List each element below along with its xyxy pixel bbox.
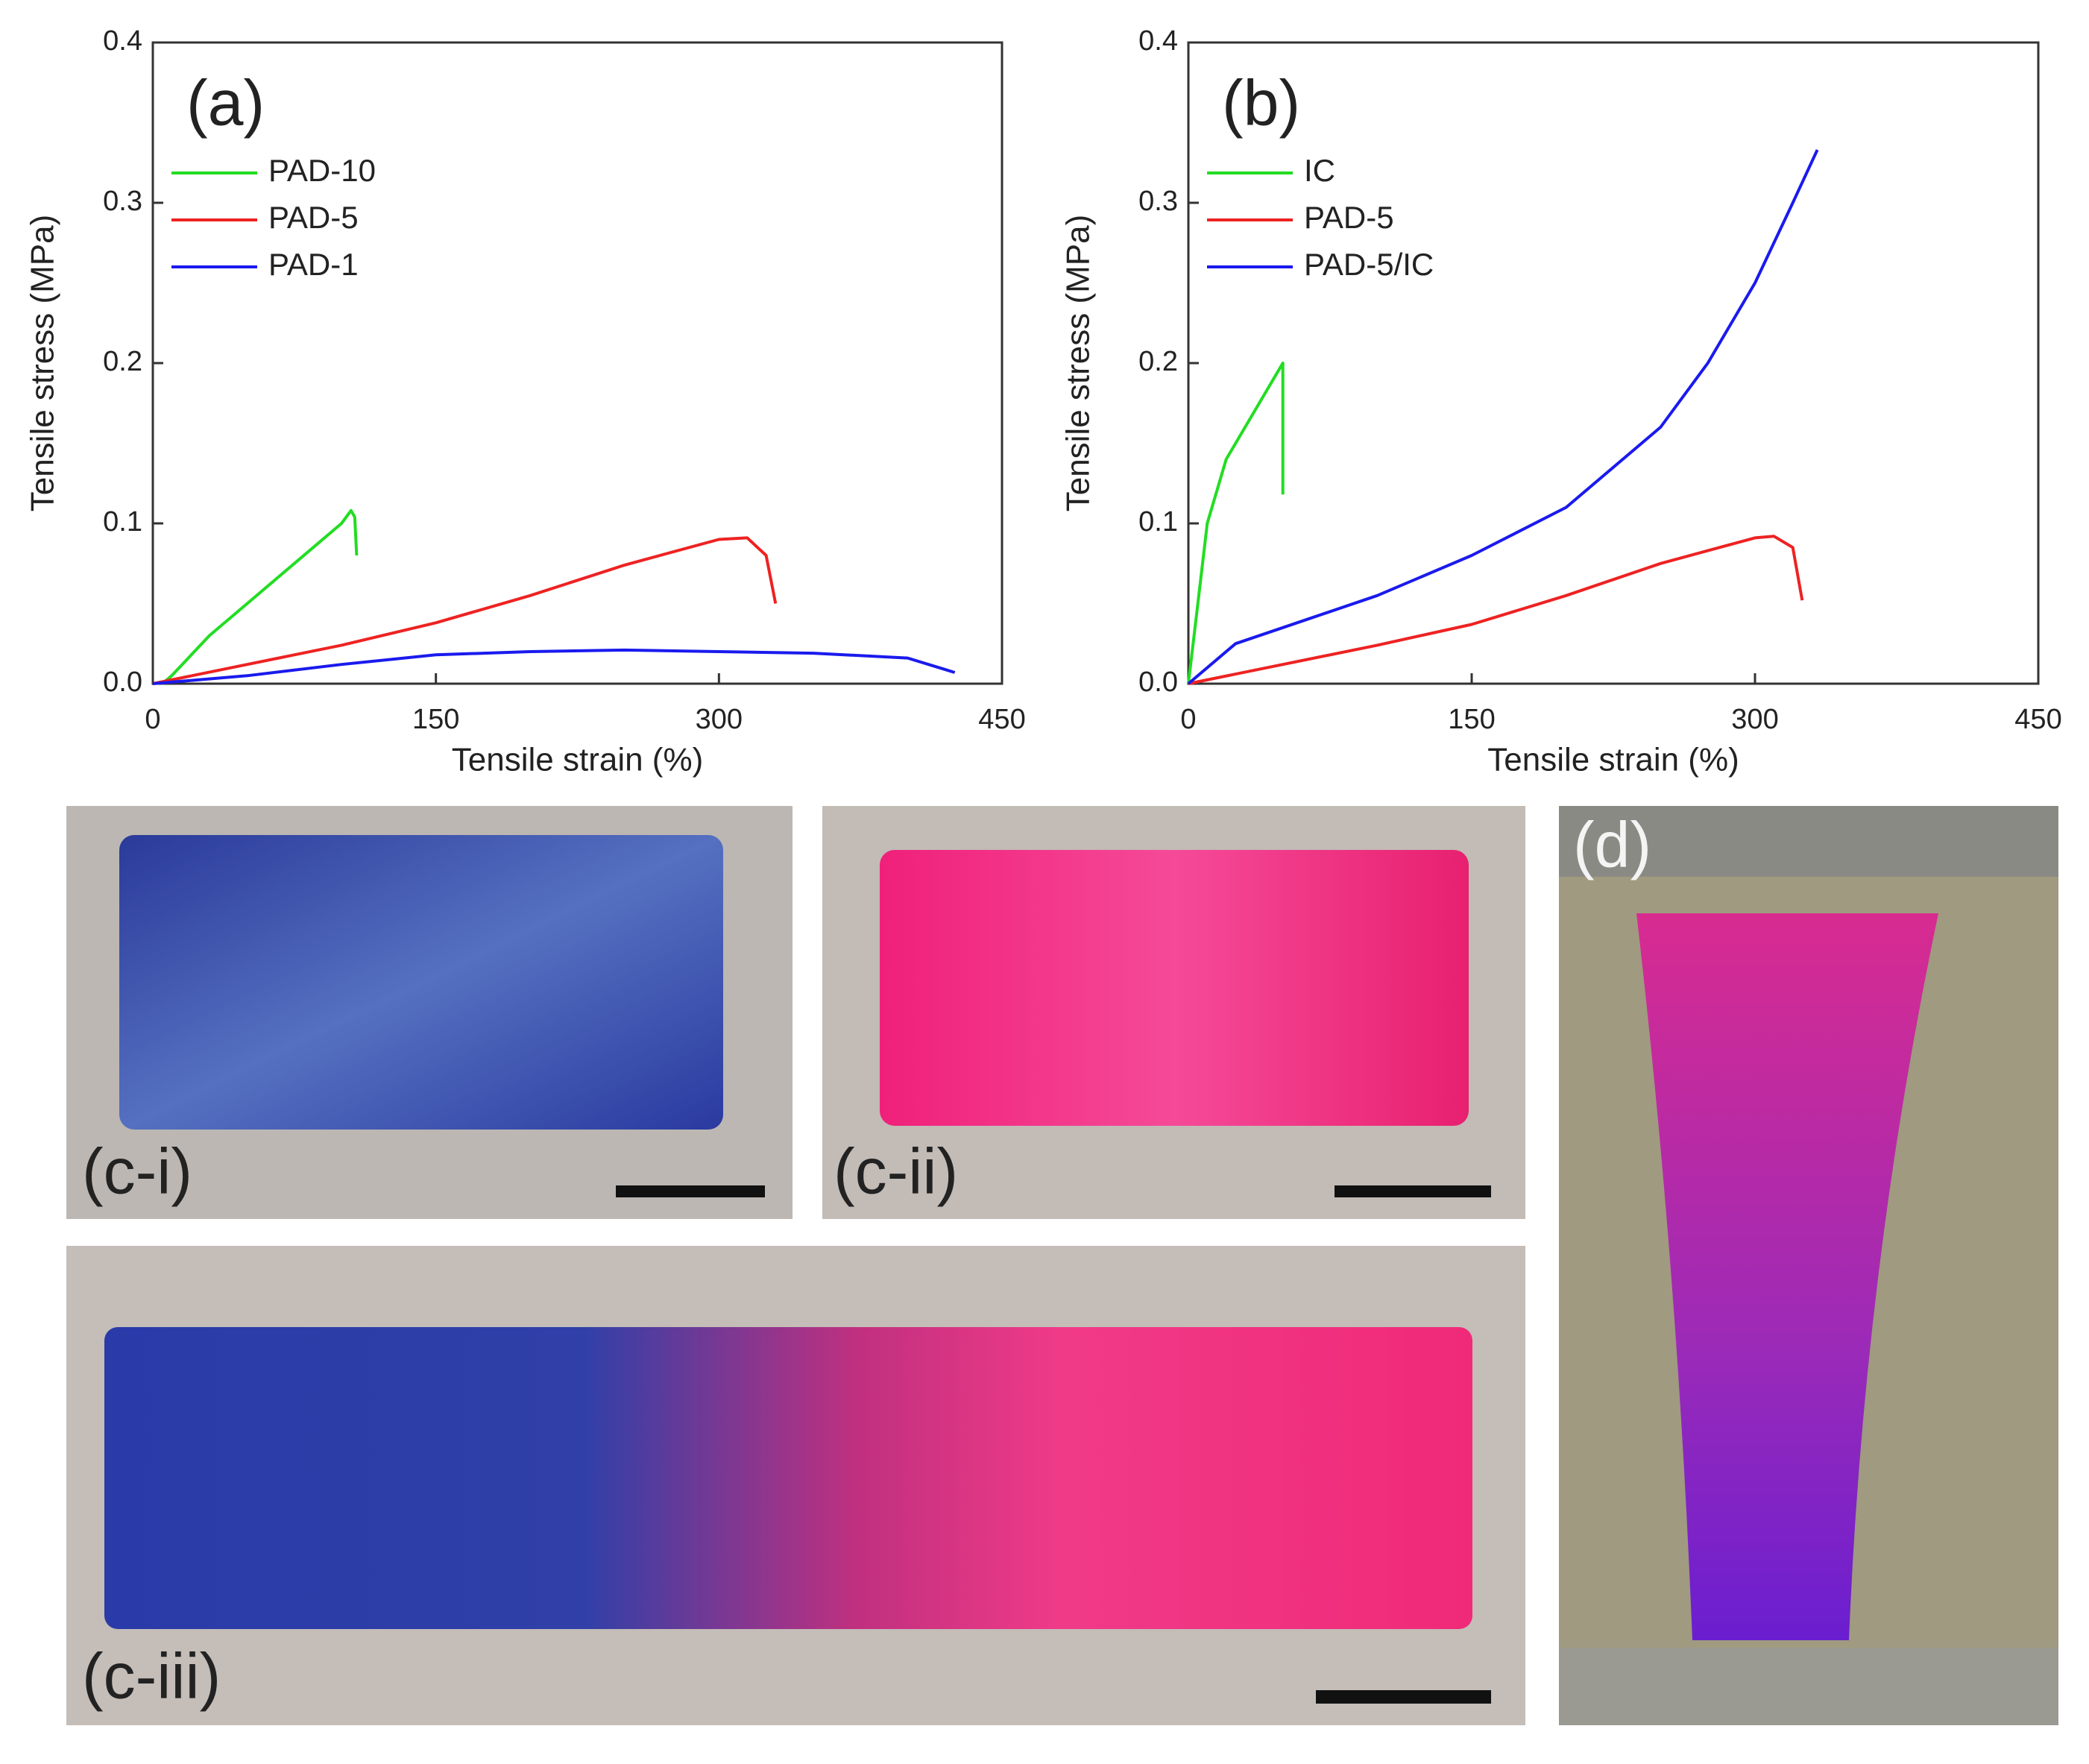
x-axis-title: Tensile strain (%) [452,742,703,778]
x-axis-title: Tensile strain (%) [1487,742,1739,778]
x-tick-label: 150 [1448,704,1495,735]
legend-label: PAD-5/IC [1304,247,1434,282]
y-tick-label: 0.2 [1138,346,1178,377]
photo-label: (c-i) [82,1136,192,1208]
photo-label: (c-ii) [834,1136,958,1208]
legend-label: PAD-1 [268,247,359,282]
y-tick-label: 0.1 [1138,506,1178,538]
photo-c-iii: (c-iii) [66,1246,1525,1725]
y-tick-label: 0.3 [1138,186,1178,217]
panel-title: (a) [186,68,265,139]
series-line [1187,149,1819,685]
legend-label: PAD-10 [268,153,376,188]
series-line [1188,535,1804,685]
panel-title: (b) [1222,68,1300,139]
x-tick-label: 450 [2014,704,2061,735]
legend-label: PAD-5 [1304,200,1394,235]
series-line [161,508,359,685]
plot-frame [151,41,1003,685]
y-tick-label: 0.4 [1138,25,1178,57]
photo-d: (d) [1559,806,2058,1725]
y-tick-label: 0.4 [103,25,142,57]
x-tick-label: 0 [145,704,160,735]
photo-label: (d) [1573,810,1651,881]
y-tick-label: 0.0 [103,667,142,698]
x-tick-label: 300 [696,704,743,735]
y-axis-title: Tensile stress (MPa) [25,215,61,512]
series-line [1187,362,1285,684]
legend-label: IC [1304,153,1335,188]
photo-c-ii: (c-ii) [822,806,1525,1219]
series-line [152,648,956,685]
y-tick-label: 0.1 [103,506,142,538]
y-tick-label: 0.2 [103,346,142,377]
x-tick-label: 0 [1180,704,1196,735]
legend-label: PAD-5 [268,200,359,235]
x-tick-label: 150 [412,704,459,735]
y-tick-label: 0.3 [103,186,142,217]
series-line [152,536,778,685]
y-axis-title: Tensile stress (MPa) [1060,215,1097,512]
plot-frame [1187,41,2040,685]
photo-label: (c-iii) [82,1641,221,1713]
x-tick-label: 450 [978,704,1025,735]
y-tick-label: 0.0 [1138,667,1178,698]
x-tick-label: 300 [1731,704,1778,735]
photo-c-i: (c-i) [66,806,793,1219]
